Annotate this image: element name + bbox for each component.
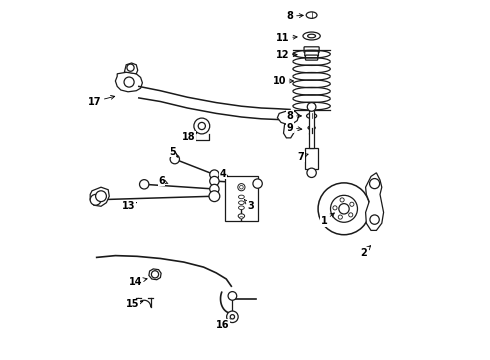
Circle shape (198, 122, 205, 130)
Ellipse shape (308, 34, 316, 38)
Circle shape (370, 215, 379, 224)
Text: 13: 13 (122, 201, 136, 211)
Text: 9: 9 (287, 123, 302, 133)
Circle shape (124, 77, 134, 87)
Text: 6: 6 (158, 176, 168, 186)
Circle shape (96, 191, 106, 202)
Circle shape (210, 170, 219, 179)
Text: 7: 7 (297, 152, 308, 162)
Circle shape (127, 64, 134, 71)
Bar (309, 110, 315, 148)
Text: 3: 3 (245, 200, 254, 211)
Circle shape (339, 204, 349, 214)
Ellipse shape (307, 113, 317, 118)
Polygon shape (90, 187, 109, 206)
FancyBboxPatch shape (305, 55, 318, 60)
Circle shape (140, 180, 149, 189)
Circle shape (151, 271, 159, 278)
Ellipse shape (303, 32, 320, 40)
Circle shape (194, 118, 210, 134)
Circle shape (318, 183, 370, 235)
Circle shape (240, 185, 243, 189)
Ellipse shape (238, 214, 245, 218)
Text: 2: 2 (361, 246, 370, 258)
Circle shape (307, 103, 316, 111)
Ellipse shape (239, 201, 245, 204)
Ellipse shape (239, 206, 245, 210)
Ellipse shape (239, 195, 245, 199)
Bar (225, 176, 258, 221)
Text: 12: 12 (276, 50, 297, 60)
Circle shape (227, 311, 238, 323)
Text: 14: 14 (128, 276, 147, 287)
Circle shape (170, 154, 179, 164)
Polygon shape (277, 111, 299, 124)
Polygon shape (284, 124, 294, 138)
Text: 8: 8 (287, 11, 303, 21)
Text: 16: 16 (216, 319, 230, 330)
Circle shape (230, 315, 235, 319)
Bar (305, 148, 318, 169)
Circle shape (90, 194, 101, 205)
Polygon shape (149, 269, 161, 280)
Circle shape (228, 292, 237, 300)
Ellipse shape (310, 133, 314, 135)
Circle shape (209, 191, 220, 202)
FancyBboxPatch shape (304, 47, 319, 53)
Ellipse shape (240, 217, 243, 219)
Text: 10: 10 (272, 76, 294, 86)
Ellipse shape (306, 12, 317, 18)
Circle shape (253, 179, 262, 188)
Circle shape (369, 179, 380, 189)
Circle shape (210, 176, 219, 186)
Ellipse shape (308, 126, 315, 130)
Text: 8: 8 (287, 111, 301, 121)
Text: 5: 5 (169, 147, 178, 157)
Text: 18: 18 (182, 132, 197, 142)
Text: 11: 11 (276, 33, 297, 43)
Circle shape (340, 198, 344, 202)
Circle shape (333, 206, 337, 210)
FancyBboxPatch shape (305, 51, 318, 56)
Circle shape (338, 215, 343, 219)
Circle shape (307, 168, 316, 177)
Text: 1: 1 (321, 213, 334, 226)
Text: 17: 17 (88, 95, 115, 107)
Circle shape (331, 195, 358, 222)
Text: 4: 4 (220, 168, 228, 179)
Polygon shape (366, 173, 384, 230)
Circle shape (238, 184, 245, 191)
Circle shape (349, 213, 353, 217)
Text: 15: 15 (126, 299, 143, 309)
Polygon shape (124, 63, 138, 74)
Polygon shape (116, 72, 143, 92)
Circle shape (210, 184, 219, 194)
Circle shape (350, 202, 354, 206)
